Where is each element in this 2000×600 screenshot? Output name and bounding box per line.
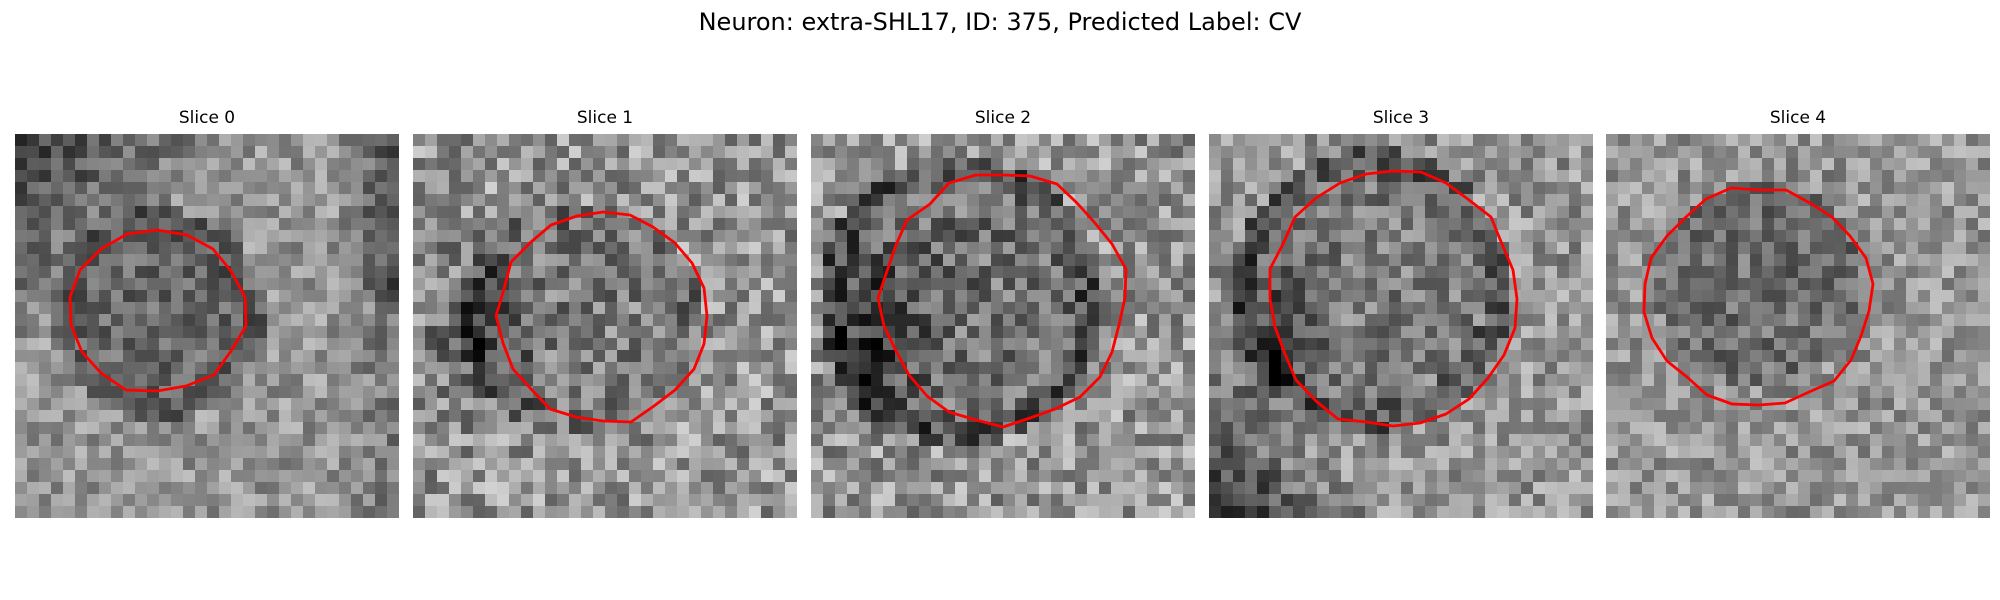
cell-outline [876, 173, 1128, 429]
microscopy-image [15, 134, 399, 518]
microscopy-image [1209, 134, 1593, 518]
microscopy-image [811, 134, 1195, 518]
slice-title: Slice 2 [974, 108, 1032, 128]
cell-outline [1642, 186, 1875, 407]
slice-title: Slice 3 [1372, 108, 1430, 128]
slice-panel-2: Slice 2 [811, 107, 1195, 520]
cell-outline [68, 228, 248, 393]
slice-panel-1: Slice 1 [413, 107, 797, 520]
grayscale-patch [15, 134, 399, 518]
microscopy-image [413, 134, 797, 518]
slice-panel-4: Slice 4 [1606, 107, 1990, 520]
slice-panel-0: Slice 0 [15, 107, 399, 520]
microscopy-image [1606, 134, 1990, 518]
slice-title: Slice 0 [178, 108, 236, 128]
slice-title: Slice 4 [1769, 108, 1827, 128]
grayscale-patch [413, 134, 797, 518]
slice-title: Slice 1 [576, 108, 634, 128]
figure-title: Neuron: extra-SHL17, ID: 375, Predicted … [698, 8, 1302, 36]
cell-outline [1268, 169, 1519, 428]
slice-panel-3: Slice 3 [1209, 107, 1593, 520]
cell-outline [494, 210, 709, 424]
grayscale-patch [1209, 134, 1593, 518]
grayscale-patch [811, 134, 1195, 518]
